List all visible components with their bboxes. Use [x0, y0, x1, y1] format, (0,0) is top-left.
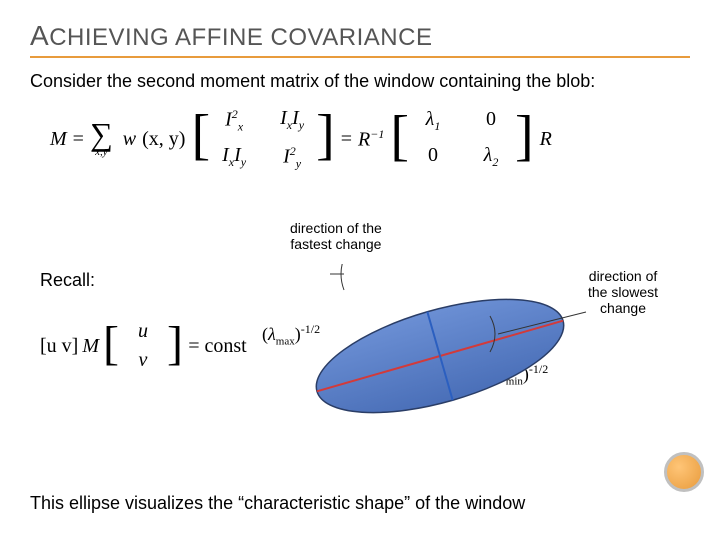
eq2-M: M	[82, 335, 99, 358]
eq-Rinv: R	[358, 128, 370, 150]
l1s: 1	[434, 119, 440, 133]
eq-equals2: =	[341, 128, 352, 151]
eq-M: M	[50, 128, 67, 151]
eq2-eq: =	[187, 335, 201, 358]
m12bs: y	[299, 118, 304, 132]
z12: 0	[473, 108, 509, 134]
matrix-uv: [ u v ]	[103, 320, 183, 372]
eq2-uv: [u v]	[40, 335, 78, 358]
matrix-I: [ I2x IxIy IxIy I2y ]	[191, 107, 334, 172]
m12b: I	[292, 107, 299, 129]
m22: I	[283, 146, 290, 168]
bottom-text: This ellipse visualizes the “characteris…	[30, 492, 690, 515]
eq-R: R	[540, 128, 552, 151]
eq2-v: v	[125, 349, 161, 372]
eq-equals: =	[73, 128, 84, 151]
label-fastest: direction of the fastest change	[290, 220, 382, 252]
eq-xy: (x, y)	[142, 128, 185, 151]
equation-recall: [u v] M [ u v ] = const	[40, 320, 247, 372]
lmax-l: λ	[268, 324, 276, 344]
m11s: x	[238, 119, 243, 133]
label-fastest-text: direction of the fastest change	[290, 220, 382, 252]
m21a: I	[222, 144, 229, 166]
slide-decoration-icon	[664, 452, 704, 492]
equation-main: M = ∑x,y w (x, y) [ I2x IxIy IxIy I2y ] =…	[50, 107, 690, 172]
m22s: y	[296, 157, 301, 171]
l2s: 2	[492, 155, 498, 169]
z21: 0	[415, 144, 451, 170]
eq2-const: const	[204, 335, 246, 358]
m21b: I	[234, 144, 241, 166]
recall-label: Recall:	[40, 270, 95, 291]
eq-w: w	[123, 128, 136, 151]
matrix-lambda: [ λ1 0 0 λ2 ]	[390, 108, 533, 170]
sigma-icon: ∑x,y	[90, 121, 113, 158]
label-slowest-text: direction of the slowest change	[588, 268, 658, 316]
eq-invp: −1	[370, 127, 384, 141]
ellipse-diagram	[290, 264, 590, 424]
title-cap: A	[30, 20, 49, 51]
m11: I	[225, 108, 232, 130]
title-rest: CHIEVING AFFINE COVARIANCE	[49, 24, 432, 51]
m12a: I	[280, 107, 287, 129]
eq2-u: u	[125, 320, 161, 343]
label-slowest: direction of the slowest change	[588, 268, 658, 316]
page-title: ACHIEVING AFFINE COVARIANCE	[30, 20, 690, 58]
intro-text: Consider the second moment matrix of the…	[30, 70, 690, 93]
m21bs: y	[241, 155, 246, 169]
